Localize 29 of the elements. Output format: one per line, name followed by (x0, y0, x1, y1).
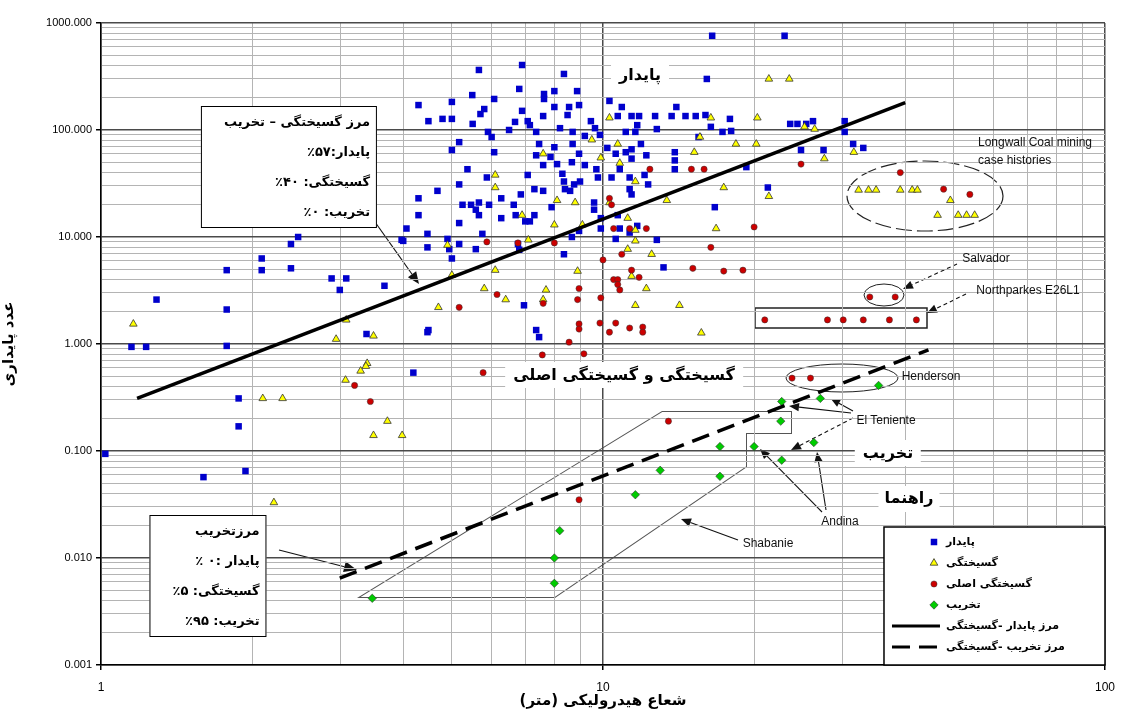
annotation: مرزتخریب پایدار :۰ ٪ گسیختگی: ۵٪ تخریب: ۹۵٪ (149, 515, 267, 637)
annotation: مرز گسیختگی – تخریب پایدار:۵۷٪ گسیختگی: ۴۰٪ تخریب: ۰٪ (200, 106, 378, 228)
annotation: Salvador (962, 250, 1010, 267)
annotation: گسیختگی و گسیختگی اصلی (505, 362, 743, 388)
annotation: Andina (821, 513, 859, 530)
y-axis-title: عدد پایداری (0, 301, 18, 387)
legend-title: راهنما (884, 488, 934, 508)
annotation: Longwall Coal mining case histories (977, 134, 1093, 169)
legend-label: پایدار (944, 534, 975, 548)
y-tick-label: 0.010 (64, 551, 92, 564)
x-tick-label: 1 (97, 679, 105, 694)
legend-label: گسیختگی (945, 555, 999, 569)
annotation: Shabanie (742, 535, 794, 552)
annotation: پایدار (611, 62, 669, 88)
y-tick-label: 1.000 (64, 337, 92, 350)
annotation: Henderson (901, 368, 961, 385)
legend-label: مرز پایدار -گسیختگی (945, 618, 1060, 632)
x-tick-label: 100 (1094, 679, 1116, 694)
y-tick-label: 10.000 (58, 230, 92, 243)
y-tick-label: 1000.000 (46, 16, 92, 29)
annotation: El Teniente (856, 412, 916, 429)
y-tick-label: 0.001 (64, 658, 92, 671)
y-tick-label: 100.000 (52, 123, 92, 136)
legend-label: گسیختگی اصلی (945, 576, 1033, 590)
y-tick-label: 0.100 (64, 444, 92, 457)
legend-label: مرز تخریب -گسیختگی (945, 639, 1065, 653)
annotation: تخریب (854, 440, 922, 466)
legend-label: تخریب (945, 597, 981, 611)
annotation: Northparkes E26L1 (976, 282, 1080, 299)
